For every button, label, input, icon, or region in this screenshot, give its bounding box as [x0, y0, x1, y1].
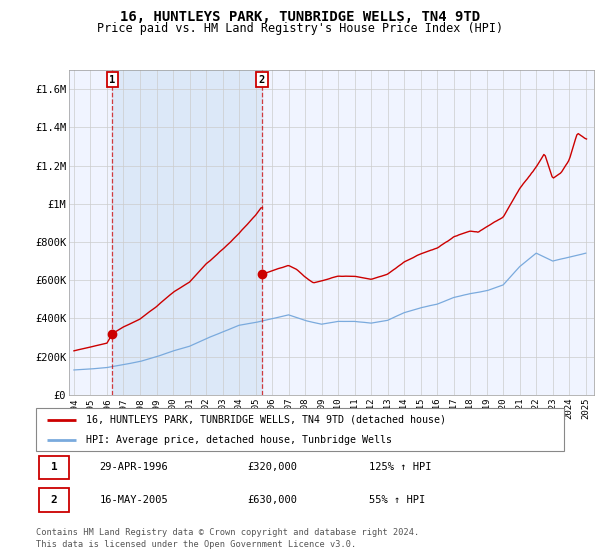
Text: 29-APR-1996: 29-APR-1996 — [100, 463, 168, 473]
Text: This data is licensed under the Open Government Licence v3.0.: This data is licensed under the Open Gov… — [36, 540, 356, 549]
Bar — [112, 70, 262, 395]
FancyBboxPatch shape — [38, 455, 69, 479]
Text: Contains HM Land Registry data © Crown copyright and database right 2024.: Contains HM Land Registry data © Crown c… — [36, 528, 419, 536]
Text: 1: 1 — [50, 463, 58, 473]
Text: 16, HUNTLEYS PARK, TUNBRIDGE WELLS, TN4 9TD: 16, HUNTLEYS PARK, TUNBRIDGE WELLS, TN4 … — [120, 10, 480, 24]
Text: 125% ↑ HPI: 125% ↑ HPI — [368, 463, 431, 473]
Text: 16-MAY-2005: 16-MAY-2005 — [100, 494, 168, 505]
Text: 55% ↑ HPI: 55% ↑ HPI — [368, 494, 425, 505]
Text: Price paid vs. HM Land Registry's House Price Index (HPI): Price paid vs. HM Land Registry's House … — [97, 22, 503, 35]
FancyBboxPatch shape — [38, 488, 69, 512]
Text: £630,000: £630,000 — [247, 494, 297, 505]
Text: 2: 2 — [259, 75, 265, 85]
Text: 1: 1 — [109, 75, 116, 85]
Text: 16, HUNTLEYS PARK, TUNBRIDGE WELLS, TN4 9TD (detached house): 16, HUNTLEYS PARK, TUNBRIDGE WELLS, TN4 … — [86, 415, 446, 424]
Text: £320,000: £320,000 — [247, 463, 297, 473]
FancyBboxPatch shape — [36, 408, 564, 451]
Text: 2: 2 — [50, 494, 58, 505]
Text: HPI: Average price, detached house, Tunbridge Wells: HPI: Average price, detached house, Tunb… — [86, 435, 392, 445]
